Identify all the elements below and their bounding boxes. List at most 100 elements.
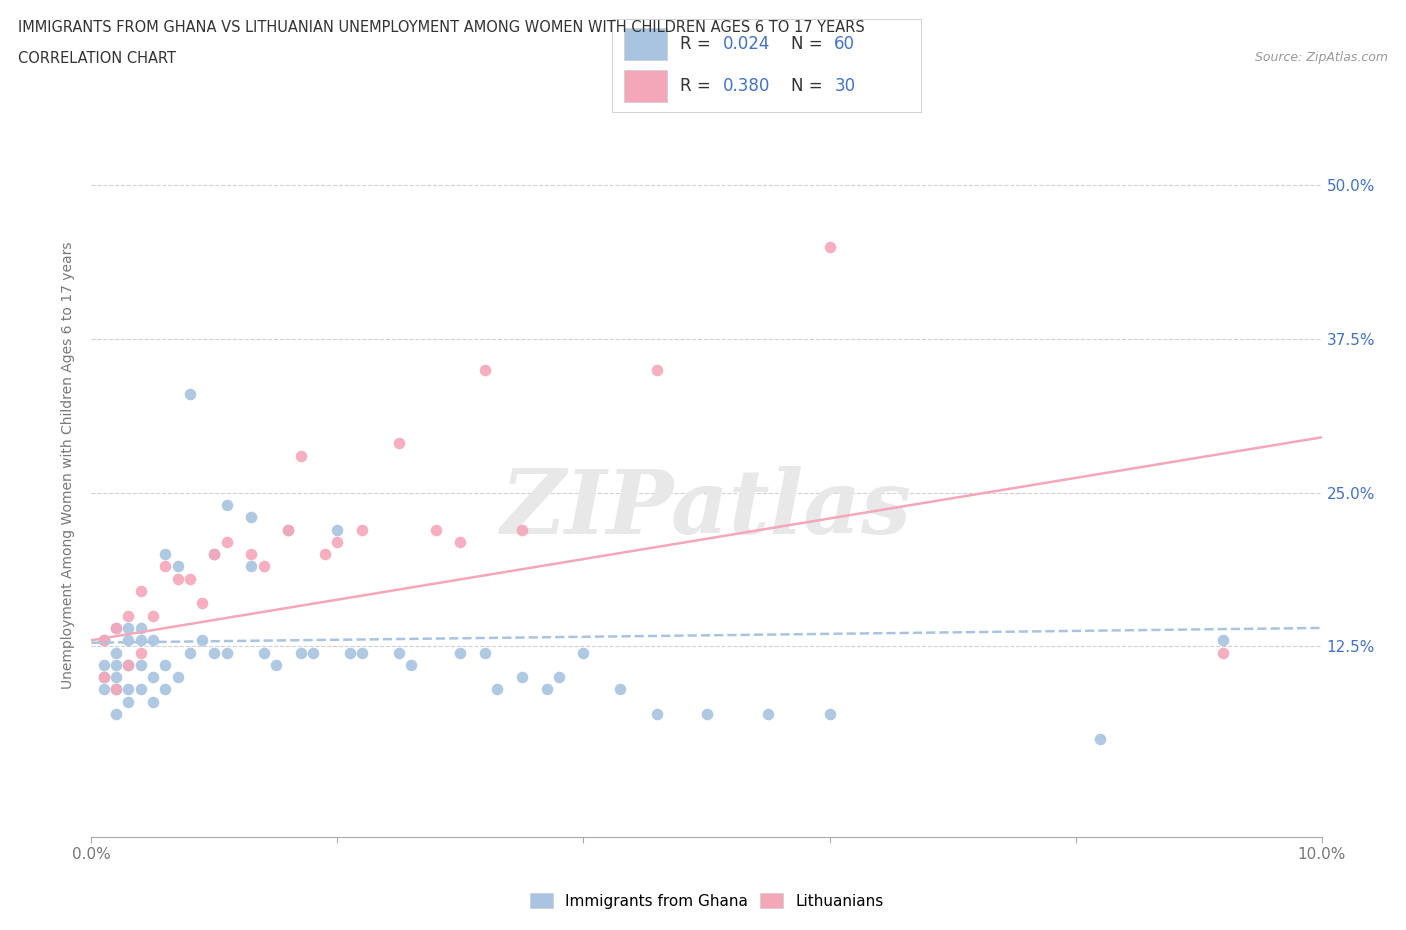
Point	[510, 670, 533, 684]
Point	[350, 645, 373, 660]
Text: ZIPatlas: ZIPatlas	[501, 466, 912, 553]
Point	[153, 547, 177, 562]
Point	[818, 239, 841, 254]
Point	[93, 682, 115, 697]
Text: R =: R =	[679, 76, 716, 95]
Point	[117, 658, 139, 672]
Point	[301, 645, 323, 660]
Point	[129, 658, 152, 672]
Point	[645, 363, 668, 378]
Point	[609, 682, 631, 697]
Point	[191, 632, 214, 647]
Point	[105, 682, 127, 697]
Text: N =: N =	[792, 76, 828, 95]
Text: 30: 30	[834, 76, 855, 95]
Point	[474, 363, 496, 378]
Point	[290, 645, 312, 660]
Point	[105, 658, 127, 672]
Point	[166, 559, 188, 574]
Point	[93, 670, 115, 684]
Point	[314, 547, 336, 562]
Point	[105, 620, 127, 635]
Point	[129, 620, 152, 635]
Point	[129, 645, 152, 660]
Point	[486, 682, 509, 697]
Point	[166, 670, 188, 684]
Point	[117, 658, 139, 672]
Text: 60: 60	[834, 34, 855, 53]
Text: 0.024: 0.024	[723, 34, 770, 53]
Point	[153, 559, 177, 574]
Point	[399, 658, 422, 672]
Point	[1088, 731, 1111, 746]
Point	[277, 522, 299, 537]
Point	[547, 670, 569, 684]
Point	[142, 608, 165, 623]
Point	[93, 670, 115, 684]
Point	[117, 682, 139, 697]
Point	[105, 645, 127, 660]
Point	[179, 571, 201, 586]
Point	[253, 559, 276, 574]
Point	[105, 682, 127, 697]
Point	[129, 682, 152, 697]
Point	[142, 670, 165, 684]
Point	[93, 632, 115, 647]
Point	[153, 658, 177, 672]
Point	[191, 596, 214, 611]
Point	[1212, 645, 1234, 660]
Point	[93, 632, 115, 647]
Point	[326, 522, 349, 537]
Point	[240, 510, 263, 525]
Legend: Immigrants from Ghana, Lithuanians: Immigrants from Ghana, Lithuanians	[523, 886, 890, 915]
Point	[129, 632, 152, 647]
Text: Source: ZipAtlas.com: Source: ZipAtlas.com	[1254, 51, 1388, 64]
Point	[129, 584, 152, 599]
Text: N =: N =	[792, 34, 828, 53]
Point	[240, 559, 263, 574]
Point	[215, 645, 238, 660]
Point	[240, 547, 263, 562]
Point	[264, 658, 287, 672]
Point	[425, 522, 447, 537]
Point	[117, 608, 139, 623]
Point	[572, 645, 595, 660]
Point	[474, 645, 496, 660]
Point	[93, 658, 115, 672]
Point	[339, 645, 361, 660]
Point	[645, 707, 668, 722]
Text: R =: R =	[679, 34, 716, 53]
Text: IMMIGRANTS FROM GHANA VS LITHUANIAN UNEMPLOYMENT AMONG WOMEN WITH CHILDREN AGES : IMMIGRANTS FROM GHANA VS LITHUANIAN UNEM…	[18, 20, 865, 35]
Point	[510, 522, 533, 537]
Point	[105, 620, 127, 635]
Point	[202, 547, 225, 562]
Point	[142, 632, 165, 647]
Point	[253, 645, 276, 660]
Point	[202, 645, 225, 660]
Text: CORRELATION CHART: CORRELATION CHART	[18, 51, 176, 66]
Point	[326, 535, 349, 550]
Point	[202, 547, 225, 562]
Point	[117, 620, 139, 635]
Text: 0.380: 0.380	[723, 76, 770, 95]
Point	[215, 535, 238, 550]
Bar	[624, 28, 668, 60]
Point	[536, 682, 558, 697]
Point	[105, 670, 127, 684]
Bar	[624, 70, 668, 102]
Point	[350, 522, 373, 537]
Point	[179, 387, 201, 402]
Point	[117, 632, 139, 647]
Point	[388, 645, 411, 660]
Point	[1212, 632, 1234, 647]
Point	[388, 436, 411, 451]
Point	[166, 571, 188, 586]
Point	[756, 707, 779, 722]
Point	[818, 707, 841, 722]
Point	[449, 535, 471, 550]
Y-axis label: Unemployment Among Women with Children Ages 6 to 17 years: Unemployment Among Women with Children A…	[62, 241, 76, 689]
Point	[179, 645, 201, 660]
Point	[696, 707, 718, 722]
Point	[290, 448, 312, 463]
Point	[449, 645, 471, 660]
